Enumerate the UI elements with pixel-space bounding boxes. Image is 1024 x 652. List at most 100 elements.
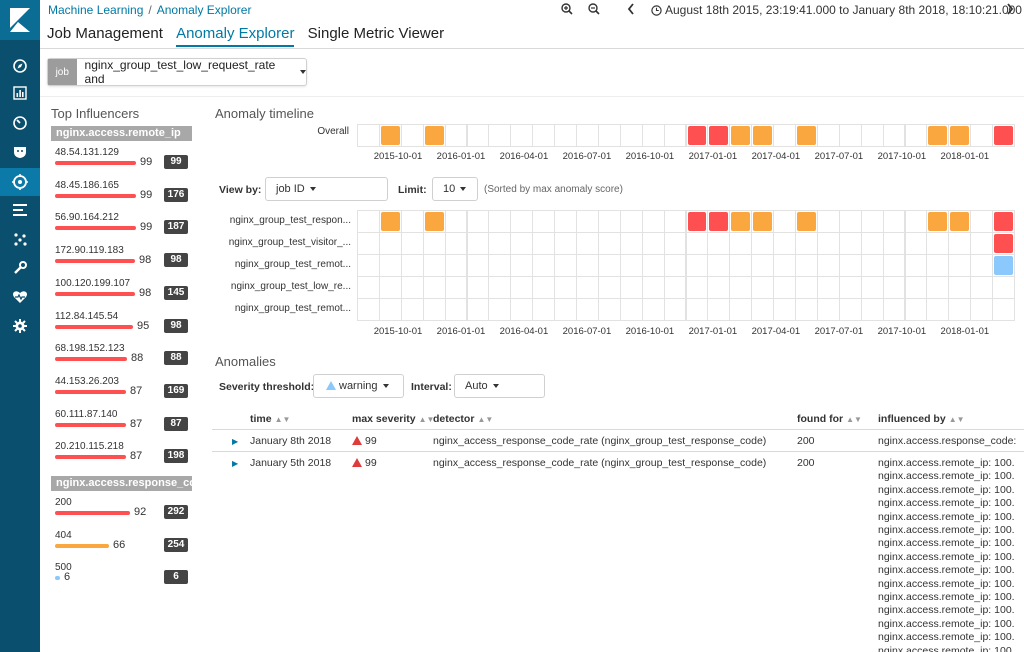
swimlane-cell[interactable] <box>948 298 972 321</box>
swimlane-cell[interactable] <box>576 124 599 147</box>
swimlane-cell[interactable] <box>357 232 380 255</box>
anomaly-cell-major[interactable] <box>928 126 948 145</box>
swimlane-cell[interactable] <box>488 210 512 233</box>
swimlane-cell[interactable] <box>948 232 972 255</box>
anomaly-cell-major[interactable] <box>731 212 751 231</box>
swimlane-cell[interactable] <box>729 298 753 321</box>
swimlane-cell[interactable] <box>663 210 687 233</box>
prev-time-icon[interactable] <box>627 3 635 18</box>
swimlane-cell[interactable] <box>400 210 424 233</box>
swimlane-cell[interactable] <box>422 298 446 321</box>
swimlane-cell[interactable] <box>904 298 928 321</box>
tab-job-management[interactable]: Job Management <box>47 25 163 42</box>
swimlane-cell[interactable] <box>641 232 665 255</box>
zoom-in-icon[interactable] <box>561 3 573 18</box>
view-by-select[interactable]: job ID <box>265 177 388 201</box>
swimlane-cell[interactable] <box>444 298 468 321</box>
swimlane-cell[interactable] <box>576 298 599 321</box>
swimlane-cell[interactable] <box>532 298 556 321</box>
shield-icon[interactable] <box>0 138 40 166</box>
expand-row-icon[interactable]: ▶ <box>232 459 239 468</box>
swimlane-cell[interactable] <box>576 210 599 233</box>
swimlane-cell[interactable] <box>948 276 972 299</box>
swimlane-cell[interactable] <box>488 298 512 321</box>
swimlane-cell[interactable] <box>510 210 534 233</box>
swimlane-cell[interactable] <box>882 124 906 147</box>
swimlane-cell[interactable] <box>444 232 468 255</box>
swimlane-cell[interactable] <box>926 276 950 299</box>
anomaly-cell-major[interactable] <box>950 126 970 145</box>
swimlane-cell[interactable] <box>510 254 534 277</box>
swimlane-cell[interactable] <box>619 232 643 255</box>
swimlane-cell[interactable] <box>838 210 862 233</box>
ml-icon[interactable] <box>0 168 40 196</box>
swimlane-cell[interactable] <box>466 124 490 147</box>
anomaly-cell-critical[interactable] <box>994 212 1013 231</box>
swimlane-cell[interactable] <box>816 124 840 147</box>
anomaly-cell-major[interactable] <box>797 126 816 145</box>
swimlane-cell[interactable] <box>597 298 621 321</box>
swimlane-label[interactable]: nginx_group_test_remot... <box>234 259 351 270</box>
swimlane-cell[interactable] <box>554 124 577 147</box>
job-selector[interactable]: job nginx_group_test_low_request_rate an… <box>47 58 307 86</box>
swimlane-cell[interactable] <box>532 276 556 299</box>
swimlane-cell[interactable] <box>597 124 621 147</box>
swimlane-cell[interactable] <box>597 254 621 277</box>
swimlane-cell[interactable] <box>970 254 994 277</box>
swimlane-cell[interactable] <box>444 124 468 147</box>
gear-icon[interactable] <box>0 312 40 340</box>
heartbeat-icon[interactable] <box>0 283 40 311</box>
anomaly-cell-major[interactable] <box>753 126 773 145</box>
swimlane-cell[interactable] <box>904 276 928 299</box>
swimlane-cell[interactable] <box>707 298 731 321</box>
swimlane-cell[interactable] <box>400 232 424 255</box>
swimlane-cell[interactable] <box>860 232 884 255</box>
swimlane-cell[interactable] <box>444 254 468 277</box>
swimlane-cell[interactable] <box>882 298 906 321</box>
swimlane-cell[interactable] <box>795 276 818 299</box>
influencer-row[interactable]: 68.198.152.123 88 88 <box>55 343 195 373</box>
swimlane-cell[interactable] <box>838 232 862 255</box>
swimlane-cell[interactable] <box>882 276 906 299</box>
swimlane-cell[interactable] <box>576 254 599 277</box>
swimlane-cell[interactable] <box>488 276 512 299</box>
swimlane-cell[interactable] <box>795 232 818 255</box>
column-max-severity[interactable]: max severity ▲▼ <box>352 413 435 425</box>
anomaly-cell-critical[interactable] <box>709 212 729 231</box>
swimlane-cell[interactable] <box>948 254 972 277</box>
tab-single-metric-viewer[interactable]: Single Metric Viewer <box>307 25 445 42</box>
swimlane-cell[interactable] <box>882 254 906 277</box>
swimlane-cell[interactable] <box>751 298 775 321</box>
swimlane-label[interactable]: nginx_group_test_respon... <box>229 215 351 226</box>
swimlane-cell[interactable] <box>466 210 490 233</box>
influencer-row[interactable]: 500 6 6 <box>55 562 195 592</box>
list-icon[interactable] <box>0 196 40 224</box>
anomaly-cell-major[interactable] <box>731 126 751 145</box>
swimlane-cell[interactable] <box>641 276 665 299</box>
swimlane-cell[interactable] <box>357 276 380 299</box>
swimlane-cell[interactable] <box>641 124 665 147</box>
swimlane-cell[interactable] <box>970 210 994 233</box>
swimlane-cell[interactable] <box>970 298 994 321</box>
swimlane-cell[interactable] <box>816 210 840 233</box>
swimlane-cell[interactable] <box>751 254 775 277</box>
interval-select[interactable]: Auto <box>454 374 545 398</box>
swimlane-cell[interactable] <box>992 298 1015 321</box>
swimlane-cell[interactable] <box>466 254 490 277</box>
swimlane-cell[interactable] <box>357 254 380 277</box>
breadcrumb-current[interactable]: Anomaly Explorer <box>156 3 252 17</box>
swimlane-cell[interactable] <box>466 232 490 255</box>
swimlane-cell[interactable] <box>554 276 577 299</box>
swimlane-cell[interactable] <box>663 298 687 321</box>
swimlane-cell[interactable] <box>422 254 446 277</box>
swimlane-cell[interactable] <box>685 276 709 299</box>
swimlane-cell[interactable] <box>641 298 665 321</box>
influencer-row[interactable]: 60.111.87.140 87 87 <box>55 409 195 439</box>
anomaly-cell-major[interactable] <box>380 126 400 145</box>
swimlane-cell[interactable] <box>597 276 621 299</box>
swimlane-cell[interactable] <box>773 210 796 233</box>
swimlane-cell[interactable] <box>838 124 862 147</box>
influencer-row[interactable]: 200 92 292 <box>55 497 195 527</box>
swimlane-cell[interactable] <box>773 254 796 277</box>
swimlane-label[interactable]: nginx_group_test_low_re... <box>230 281 351 292</box>
